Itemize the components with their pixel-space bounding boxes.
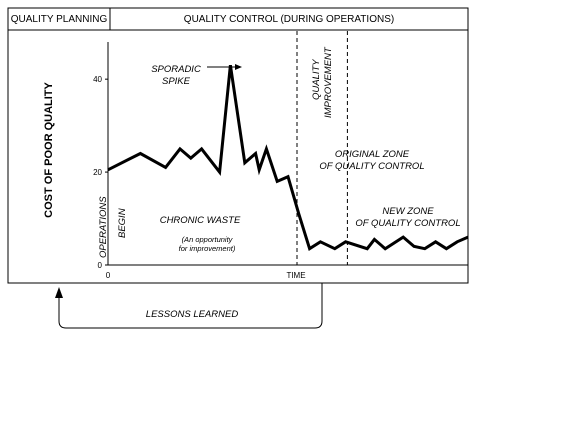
quality-improvement-2: IMPROVEMENT bbox=[323, 46, 334, 118]
y-tick-label-0: 0 bbox=[98, 261, 103, 270]
y-ticks: 0 20 40 bbox=[93, 75, 108, 270]
y-tick-label-20: 20 bbox=[93, 168, 102, 177]
original-zone-2: OF QUALITY CONTROL bbox=[319, 161, 424, 172]
operations-begin-1: OPERATIONS bbox=[98, 196, 109, 258]
original-zone-1: ORIGINAL ZONE bbox=[335, 149, 410, 160]
x-axis-label: TIME bbox=[286, 271, 305, 280]
new-zone-1: NEW ZONE bbox=[382, 206, 434, 217]
y-tick-label-40: 40 bbox=[93, 75, 102, 84]
lessons-learned-label: LESSONS LEARNED bbox=[146, 309, 239, 320]
opportunity-label-1: (An opportunity bbox=[182, 235, 234, 244]
lessons-learned-arrow-head bbox=[55, 287, 63, 298]
zone-dividers bbox=[296, 31, 348, 265]
opportunity-label-2: for improvement) bbox=[179, 244, 236, 253]
header-quality-control: QUALITY CONTROL (DURING OPERATIONS) bbox=[184, 14, 394, 25]
sporadic-label-2: SPIKE bbox=[162, 76, 191, 87]
new-zone-2: OF QUALITY CONTROL bbox=[355, 218, 460, 229]
cost-of-poor-quality-line bbox=[107, 64, 469, 252]
y-axis-label: COST OF POOR QUALITY bbox=[43, 82, 55, 218]
sporadic-arrow-head bbox=[235, 64, 242, 70]
chronic-waste-label: CHRONIC WASTE bbox=[160, 215, 241, 226]
operations-begin-2: BEGIN bbox=[117, 208, 128, 238]
x-tick-0: 0 bbox=[106, 271, 111, 280]
quality-improvement-1: QUALITY bbox=[311, 59, 322, 100]
sporadic-label-1: SPORADIC bbox=[151, 64, 201, 75]
header-quality-planning: QUALITY PLANNING bbox=[11, 14, 108, 25]
lessons-learned-loop bbox=[58, 283, 323, 329]
outer-frame bbox=[7, 7, 469, 284]
